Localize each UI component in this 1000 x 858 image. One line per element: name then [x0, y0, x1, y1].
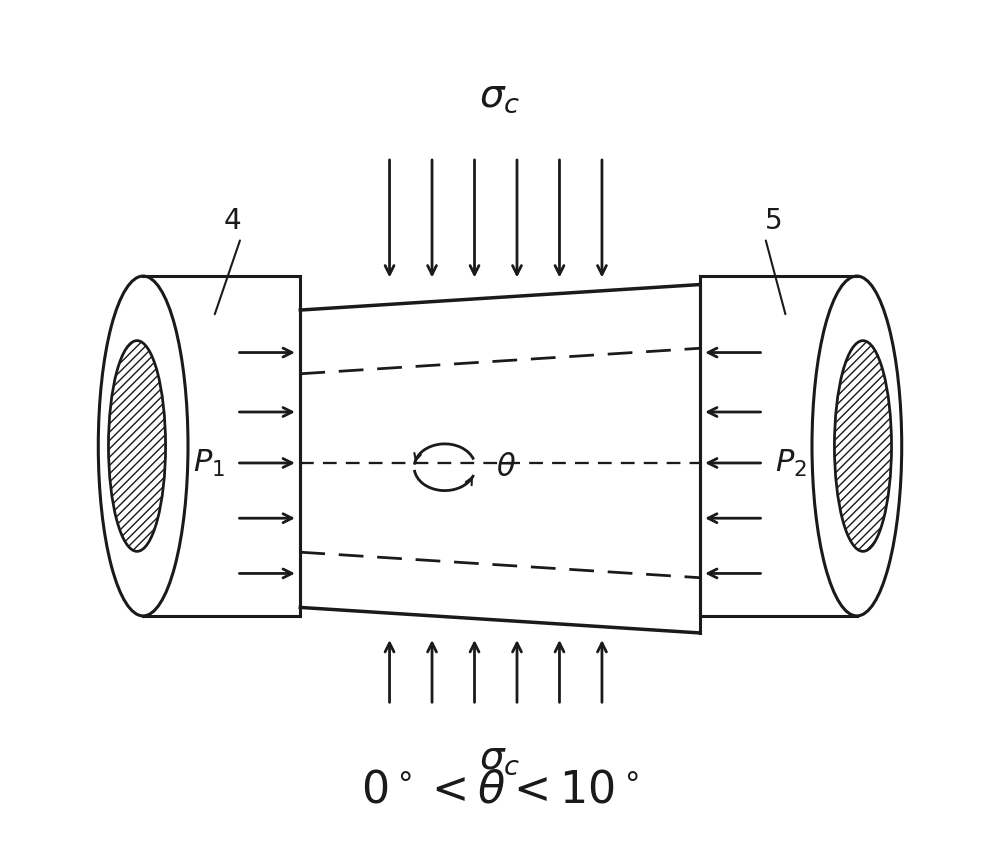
Text: 5: 5 — [765, 207, 782, 235]
Ellipse shape — [108, 341, 166, 552]
Text: $P_1$: $P_1$ — [193, 447, 225, 479]
Text: $\sigma_c$: $\sigma_c$ — [479, 739, 521, 777]
Text: $\theta$: $\theta$ — [496, 453, 516, 481]
Ellipse shape — [98, 276, 188, 616]
Ellipse shape — [812, 276, 902, 616]
Text: $\sigma_c$: $\sigma_c$ — [479, 76, 521, 115]
Bar — [143, 276, 300, 616]
Ellipse shape — [834, 341, 892, 552]
Text: $P_2$: $P_2$ — [775, 447, 807, 479]
Polygon shape — [300, 285, 700, 633]
Bar — [700, 276, 857, 616]
Text: $0^\circ < \theta < 10^\circ$: $0^\circ < \theta < 10^\circ$ — [361, 769, 639, 812]
Text: 4: 4 — [224, 207, 241, 235]
